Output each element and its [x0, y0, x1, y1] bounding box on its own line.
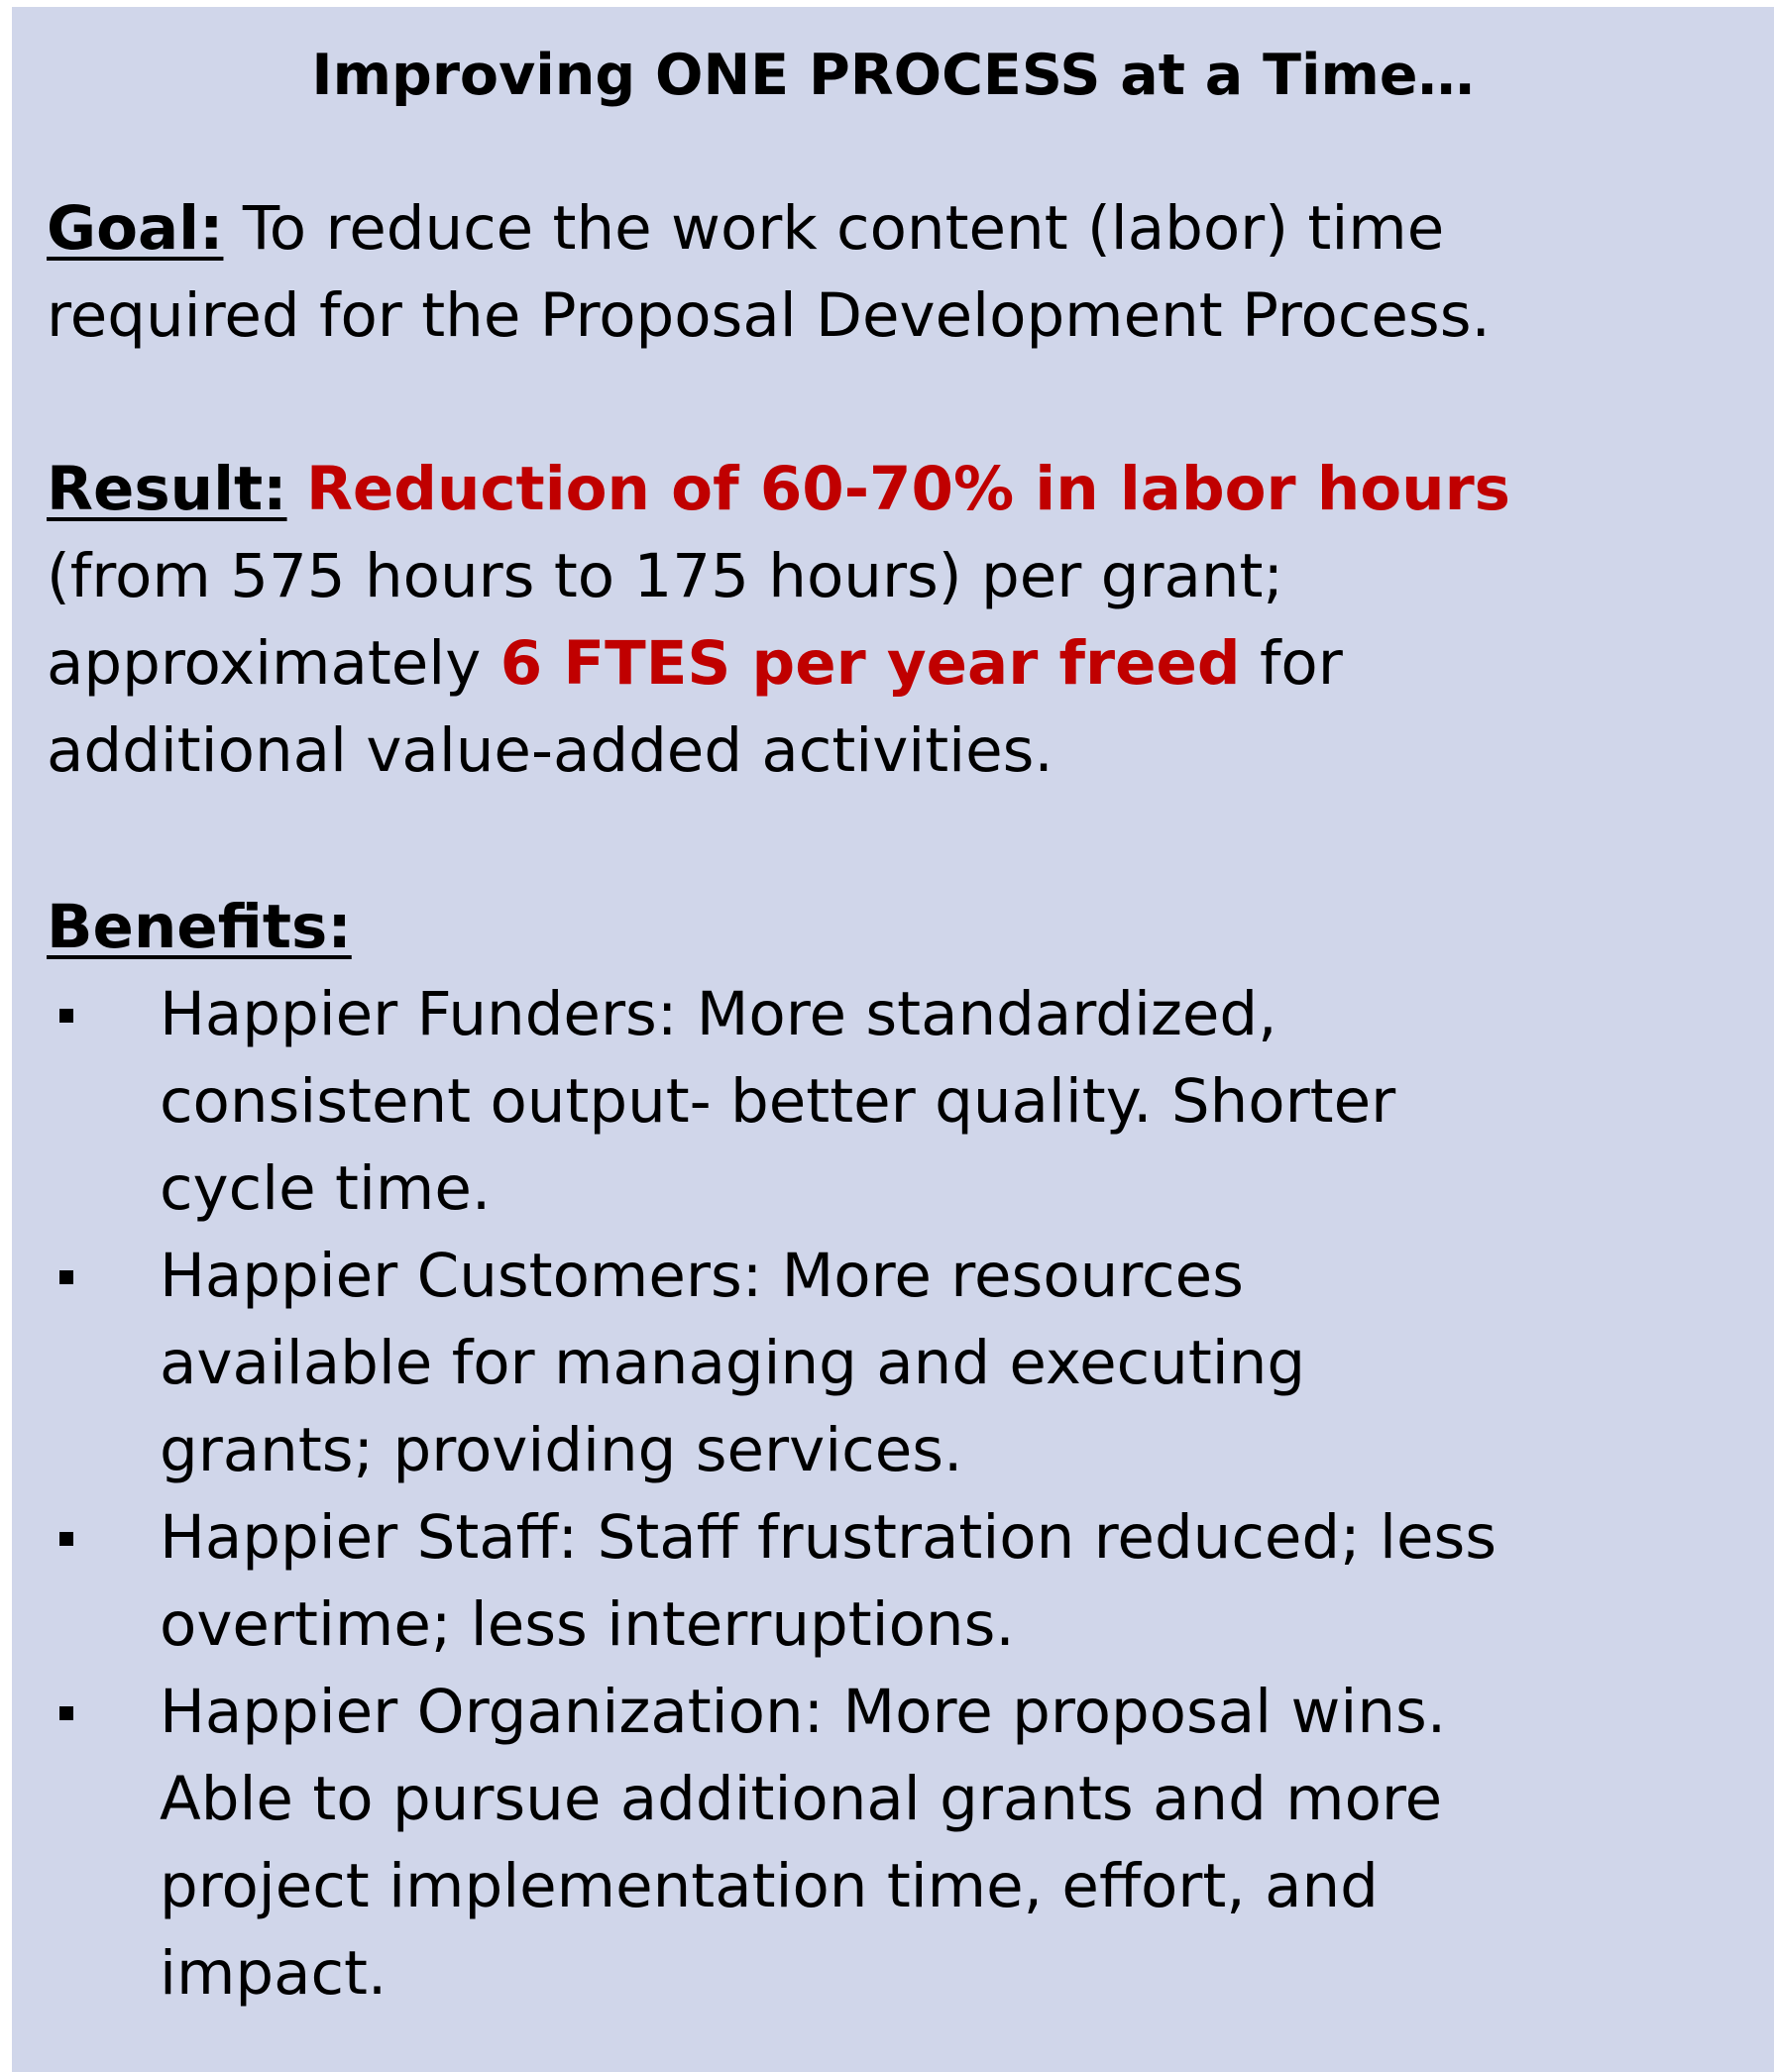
benefit-text-line: Happier Staff: Staff frustration reduced…: [160, 1502, 1497, 1573]
goal-text-line2: required for the Proposal Development Pr…: [47, 280, 1491, 351]
result-section: Result: Reduction of 60-70% in labor hou…: [47, 446, 1510, 795]
result-highlight-ftes: 6 FTES per year freed: [499, 628, 1241, 699]
benefits-section: Benefits: Happier Funders: More standard…: [47, 884, 1497, 2017]
benefit-text-line: project implementation time, effort, and: [160, 1851, 1379, 1921]
slide-title: Improving ONE PROCESS at a Time…: [311, 43, 1475, 108]
benefit-text-line: consistent output- better quality. Short…: [160, 1066, 1396, 1137]
result-text-line3-post: for: [1240, 628, 1343, 699]
benefit-text-line: grants; providing services.: [160, 1415, 963, 1485]
goal-text-line1: To reduce the work content (labor) time: [223, 193, 1445, 264]
square-bullet-icon: [59, 1009, 73, 1023]
benefit-text-line: Happier Organization: More proposal wins…: [160, 1677, 1447, 1747]
result-text-line4: additional value-added activities.: [47, 715, 1053, 786]
result-highlight-reduction: Reduction of 60-70% in labor hours: [305, 454, 1510, 524]
result-text-line3-pre: approximately: [47, 628, 500, 699]
square-bullet-icon: [59, 1532, 73, 1546]
benefit-text-line: Happier Customers: More resources: [160, 1241, 1244, 1311]
square-bullet-icon: [59, 1706, 73, 1720]
benefit-item: Happier Staff: Staff frustration reduced…: [47, 1494, 1497, 1669]
benefit-text-line: impact.: [160, 1938, 388, 2009]
benefit-item: Happier Customers: More resources availab…: [47, 1233, 1497, 1494]
result-label: Result:: [47, 454, 287, 524]
benefit-item: Happier Organization: More proposal wins…: [47, 1669, 1497, 2017]
benefit-item: Happier Funders: More standardized, consi…: [47, 971, 1497, 1233]
goal-section: Goal: To reduce the work content (labor)…: [47, 185, 1491, 360]
square-bullet-icon: [59, 1270, 73, 1284]
benefit-text-line: Able to pursue additional grants and mor…: [160, 1764, 1443, 1834]
slide-panel: Improving ONE PROCESS at a Time… Goal: T…: [12, 7, 1774, 2072]
result-text-line2: (from 575 hours to 175 hours) per grant;: [47, 541, 1284, 611]
goal-label: Goal:: [47, 193, 224, 264]
benefit-text-line: Happier Funders: More standardized,: [160, 979, 1277, 1049]
benefit-text-line: overtime; less interruptions.: [160, 1589, 1015, 1660]
benefit-text-line: cycle time.: [160, 1153, 492, 1224]
benefit-text-line: available for managing and executing: [160, 1328, 1306, 1398]
benefits-label: Benefits:: [47, 892, 352, 962]
benefits-list: Happier Funders: More standardized, consi…: [47, 971, 1497, 2017]
